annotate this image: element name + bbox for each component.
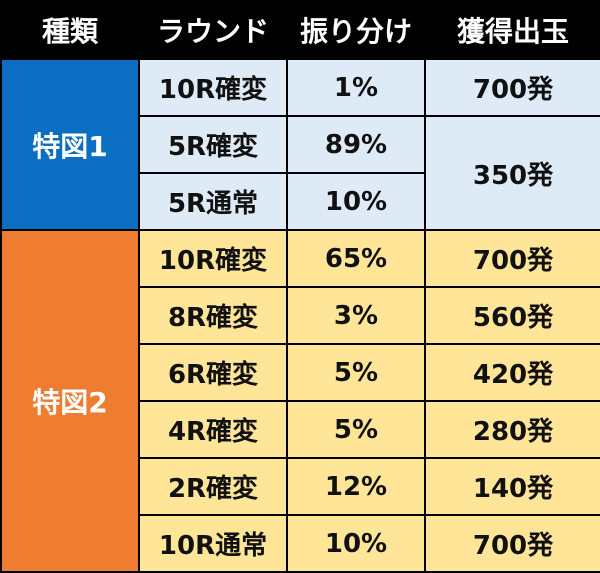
header-round: ラウンド [138,0,288,60]
table-row: 8R確変 3% 560発 [1,286,600,345]
allocation-cell: 10% [286,172,426,231]
payout-cell: 280発 [424,400,600,459]
table-row: 特図1 10R確変 1% 700発 [0,58,600,231]
payout-cell: 700発 [424,514,600,573]
round-cell: 2R確変 [138,457,288,516]
allocation-cell: 89% [286,115,426,174]
allocation-cell: 5% [286,400,426,459]
allocation-cell: 10% [286,514,426,573]
payout-cell: 420発 [424,343,600,402]
table-row: 2R確変 12% 140発 [1,457,600,516]
table-header: 種類 ラウンド 振り分け 獲得出玉 [0,0,600,60]
table-row: 5R確変 89% 350発 [1,115,600,231]
allocation-cell: 65% [286,229,426,288]
table-row: 5R通常 10% [1,172,600,231]
round-cell: 6R確変 [138,343,288,402]
table-body: 特図1 10R確変 1% 700発 5R確変 89% 350発 5R通常 10%… [0,58,600,573]
table-row: 10R通常 10% 700発 [1,514,600,573]
allocation-cell: 5% [286,343,426,402]
header-row: 種類 ラウンド 振り分け 獲得出玉 [0,0,600,60]
round-cell: 5R確変 [138,115,288,174]
payout-cell: 700発 [424,229,600,288]
payout-cell: 560発 [424,286,600,345]
round-cell: 5R通常 [138,172,288,231]
payout-cell: 350発 [424,115,600,231]
payout-cell: 140発 [424,457,600,516]
allocation-cell: 3% [286,286,426,345]
kind2-label: 特図2 [0,229,140,573]
table-row: 特図2 10R確変 65% 700発 [0,229,600,573]
table-row: 6R確変 5% 420発 [1,343,600,402]
allocation-cell: 1% [286,58,426,117]
header-payout: 獲得出玉 [424,0,600,60]
round-cell: 10R確変 [138,58,288,117]
allocation-cell: 12% [286,457,426,516]
header-type: 種類 [0,0,140,60]
header-allocation: 振り分け [286,0,426,60]
round-cell: 8R確変 [138,286,288,345]
round-cell: 10R確変 [138,229,288,288]
kind1-label: 特図1 [0,58,140,231]
payout-cell: 700発 [424,58,600,117]
round-cell: 10R通常 [138,514,288,573]
round-cell: 4R確変 [138,400,288,459]
